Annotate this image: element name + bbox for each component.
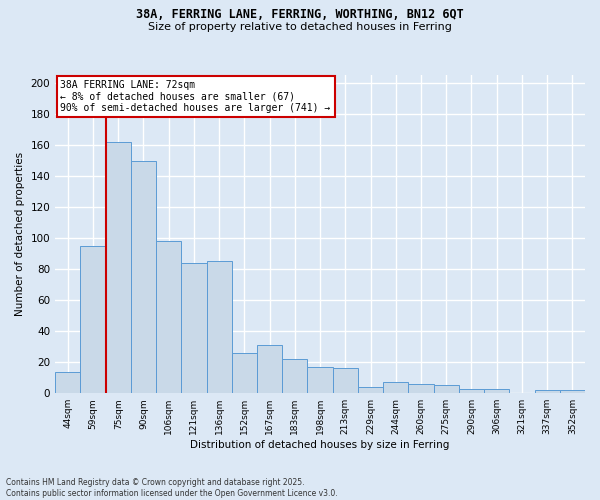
Text: Size of property relative to detached houses in Ferring: Size of property relative to detached ho… [148, 22, 452, 32]
Bar [156, 242, 181, 393]
Bar [383, 382, 409, 393]
Bar [484, 388, 509, 393]
Bar [535, 390, 560, 393]
Bar [181, 263, 206, 393]
Bar [409, 384, 434, 393]
X-axis label: Distribution of detached houses by size in Ferring: Distribution of detached houses by size … [190, 440, 450, 450]
Bar [358, 387, 383, 393]
Text: 38A FERRING LANE: 72sqm
← 8% of detached houses are smaller (67)
90% of semi-det: 38A FERRING LANE: 72sqm ← 8% of detached… [61, 80, 331, 114]
Bar [332, 368, 358, 393]
Bar [206, 262, 232, 393]
Bar [257, 345, 282, 393]
Bar [307, 367, 332, 393]
Text: Contains HM Land Registry data © Crown copyright and database right 2025.
Contai: Contains HM Land Registry data © Crown c… [6, 478, 338, 498]
Bar [459, 388, 484, 393]
Bar [282, 359, 307, 393]
Bar [80, 246, 106, 393]
Bar [434, 386, 459, 393]
Bar [131, 160, 156, 393]
Y-axis label: Number of detached properties: Number of detached properties [15, 152, 25, 316]
Bar [55, 372, 80, 393]
Bar [232, 353, 257, 393]
Bar [560, 390, 585, 393]
Bar [106, 142, 131, 393]
Text: 38A, FERRING LANE, FERRING, WORTHING, BN12 6QT: 38A, FERRING LANE, FERRING, WORTHING, BN… [136, 8, 464, 20]
